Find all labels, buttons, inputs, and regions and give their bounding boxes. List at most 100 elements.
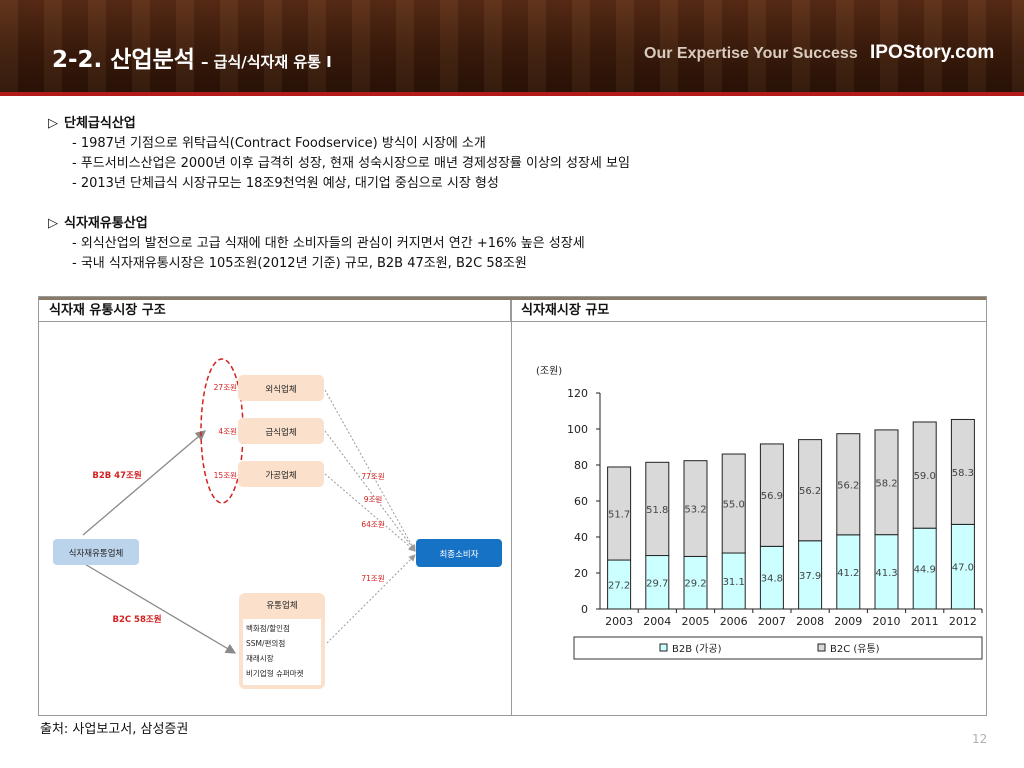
x-tick-label: 2006 (720, 615, 748, 628)
bar-b2c (950, 418, 975, 525)
legend-label: B2C (유통) (830, 643, 880, 655)
chart-unit-label: (조원) (536, 365, 562, 377)
section-catering: ▷ 단체급식산업 - 1987년 기점으로 위탁급식(Contract Foods… (48, 114, 1008, 194)
edge-label: 71조원 (361, 574, 384, 583)
bar-b2c (721, 453, 746, 554)
bar-b2c (683, 460, 708, 557)
triangle-bullet-icon: ▷ (48, 216, 58, 231)
table-header-market-size: 식자재시장 규모 (511, 300, 986, 322)
distribution-structure-diagram: 식자재유통업체 B2B 47조원 B2C 58조원 27조원 외식업체 4조원 … (53, 358, 502, 689)
x-tick-label: 2005 (682, 615, 710, 628)
x-tick-label: 2003 (605, 615, 633, 628)
bar-value-label: 37.9 (799, 571, 821, 582)
bar-value-label: 41.3 (875, 568, 897, 579)
bar-value-label: 34.8 (761, 574, 783, 585)
bar-value-label: 29.7 (646, 578, 668, 589)
bar-value-label: 55.0 (723, 500, 745, 511)
bar-value-label: 29.2 (684, 579, 706, 590)
x-tick-label: 2009 (834, 615, 862, 628)
b2c-label: B2C 58조원 (112, 614, 161, 625)
table-column-divider (511, 300, 512, 715)
flow-line-food-service (324, 389, 416, 552)
header-divider (0, 92, 1024, 96)
section-heading: ▷ 단체급식산업 (48, 114, 1008, 134)
retail-item: 비기업형 슈퍼마켓 (246, 668, 304, 678)
b2b-label: B2B 47조원 (92, 470, 141, 481)
source-note: 출처: 사업보고서, 삼성증권 (40, 722, 189, 737)
y-tick-label: 20 (574, 567, 588, 580)
bar-b2c (836, 433, 861, 536)
mid-node-box-catering (238, 418, 324, 444)
bullet-content: ▷ 단체급식산업 - 1987년 기점으로 위탁급식(Contract Foods… (48, 114, 1008, 274)
bar-value-label: 41.2 (837, 568, 859, 579)
flow-line-retail (326, 554, 416, 644)
page-title-main: 2-2. 산업분석 (52, 47, 195, 73)
chart-legend (573, 636, 983, 660)
bar-value-label: 58.3 (952, 468, 974, 479)
y-tick-label: 80 (574, 459, 588, 472)
bar-value-label: 51.7 (608, 510, 630, 521)
brand-logo-text: IPOStory.com (870, 42, 995, 63)
legend-swatch (817, 643, 826, 652)
bar-value-label: 58.2 (875, 478, 897, 489)
y-tick-label: 100 (567, 423, 588, 436)
mid-node-value: 15조원 (214, 471, 237, 480)
mid-node-label: 가공업체 (265, 470, 296, 481)
bar-value-label: 44.9 (914, 565, 936, 576)
brand-tagline: Our Expertise Your Success (644, 45, 858, 62)
section-food-distribution: ▷ 식자재유통산업 - 외식산업의 발전으로 고급 식재에 대한 소비자들의 관심… (48, 214, 1008, 274)
bar-b2c (759, 443, 784, 547)
mid-node-box-food-service (238, 375, 324, 401)
x-tick-label: 2011 (911, 615, 939, 628)
bullet-item: - 2013년 단체급식 시장규모는 18조9천억원 예상, 대기업 중심으로 … (72, 176, 499, 191)
bullet-item: - 국내 식자재유통시장은 105조원(2012년 기준) 규모, B2B 47… (72, 256, 527, 271)
bullet-item: - 푸드서비스산업은 2000년 이후 급격히 성장, 현재 성숙시장으로 매년… (72, 156, 630, 171)
retail-list-box (243, 619, 321, 685)
y-tick-label: 60 (574, 495, 588, 508)
y-tick-label: 40 (574, 531, 588, 544)
triangle-bullet-icon: ▷ (48, 116, 58, 131)
b2c-arrow (82, 562, 237, 654)
x-tick-label: 2010 (873, 615, 901, 628)
mid-node-box-processing (238, 461, 324, 487)
bar-value-label: 56.9 (761, 491, 783, 502)
table-header-structure: 식자재 유통시장 구조 (39, 300, 511, 322)
retail-item: 백화점/할인점 (246, 623, 290, 633)
b2b-arrow (82, 430, 206, 536)
bar-b2c (645, 461, 670, 557)
legend-swatch (659, 643, 668, 652)
page-title-sub: – 급식/식자재 유통 I (200, 53, 332, 71)
edge-label: 64조원 (361, 520, 384, 529)
edge-label: 9조원 (364, 495, 383, 504)
bar-b2c (798, 439, 823, 542)
source-node-box (53, 539, 139, 565)
page-title: 2-2. 산업분석 – 급식/식자재 유통 I (52, 40, 332, 74)
bar-value-label: 56.2 (837, 480, 859, 491)
section-heading: ▷ 식자재유통산업 (48, 214, 1008, 234)
bar-value-label: 51.8 (646, 505, 668, 516)
figure-table: 식자재 유통시장 구조 식자재시장 규모 식자재유통업체 B2B 47조원 B2… (38, 296, 987, 716)
bar-b2c (912, 421, 937, 529)
x-tick-label: 2012 (949, 615, 977, 628)
y-tick-label: 120 (567, 387, 588, 400)
bar-value-label: 53.2 (684, 505, 706, 516)
bar-value-label: 56.2 (799, 486, 821, 497)
bullet-item: - 외식산업의 발전으로 고급 식재에 대한 소비자들의 관심이 커지면서 연간… (72, 236, 585, 251)
bullet-item: - 1987년 기점으로 위탁급식(Contract Foodservice) … (72, 136, 486, 151)
flow-line-catering (324, 430, 416, 552)
x-tick-label: 2008 (796, 615, 824, 628)
page-number: 12 (972, 732, 988, 746)
mid-node-value: 27조원 (214, 383, 237, 392)
bar-value-label: 27.2 (608, 581, 630, 592)
mid-node-label: 급식업체 (265, 427, 296, 438)
header-banner (0, 0, 1024, 92)
market-size-chart: (조원) 0 20 40 60 80 100 120 27.2 51.7 29.7 51.8 29.… (536, 365, 983, 660)
edge-label: 77조원 (361, 472, 384, 481)
mid-node-label: 외식업체 (265, 384, 296, 395)
x-tick-label: 2007 (758, 615, 786, 628)
retail-title: 유통업체 (266, 600, 297, 611)
bar-value-label: 59.0 (914, 471, 936, 482)
bar-b2c (607, 466, 632, 561)
bar-value-label: 47.0 (952, 563, 974, 574)
retail-item: 재래시장 (246, 653, 274, 663)
